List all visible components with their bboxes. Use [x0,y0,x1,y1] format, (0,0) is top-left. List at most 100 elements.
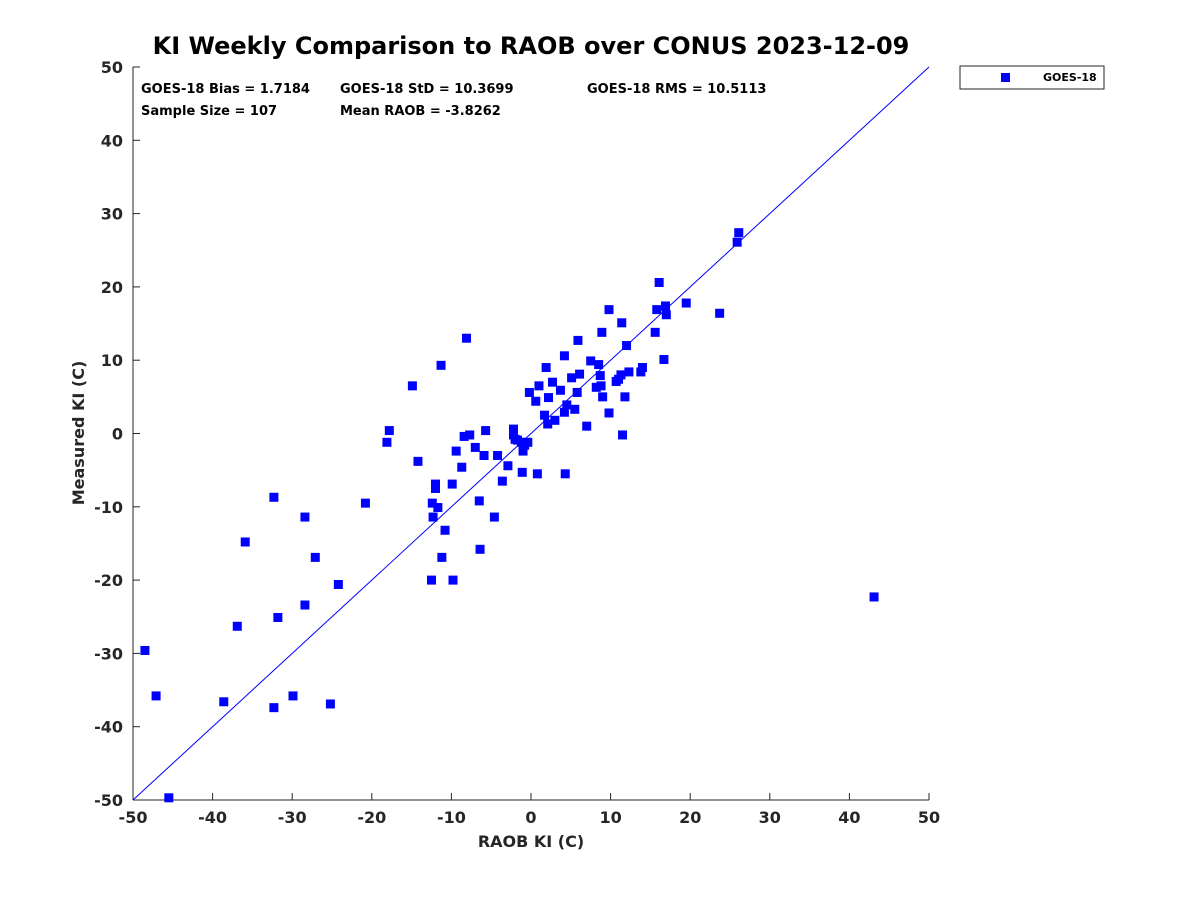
x-tick-label: -50 [119,808,148,827]
data-point [451,446,461,456]
data-point [732,237,742,247]
data-point [474,496,484,506]
data-point [654,278,664,288]
y-tick-label: -10 [94,498,123,517]
data-point [650,327,660,337]
data-point [534,381,544,391]
data-point [575,369,585,379]
data-point [543,419,553,429]
data-point [661,301,671,311]
legend-box [959,65,1105,90]
data-point [617,318,627,328]
y-tick-label: -20 [94,571,123,590]
x-tick-label: 0 [525,808,536,827]
y-axis-label: Measured KI (C) [69,361,88,506]
data-point [518,446,528,456]
data-point [475,544,485,554]
data-point [269,703,279,713]
data-point [540,410,550,420]
data-point [652,305,662,315]
data-point [573,335,583,345]
data-point [555,385,565,395]
data-point [240,537,250,547]
y-tick-label: -30 [94,644,123,663]
data-point [508,424,518,434]
data-points [140,228,879,803]
y-tick-label: 50 [101,58,123,77]
data-point [140,645,150,655]
data-point [598,392,608,402]
legend-label: GOES-18 [1043,71,1097,84]
data-point [531,396,541,406]
x-ticks: -50 -40 -30 -20 -10 0 10 20 30 40 50 [119,793,940,827]
data-point [384,426,394,436]
data-point [597,327,607,337]
data-point [541,363,551,373]
x-tick-label: 10 [599,808,621,827]
data-point [360,498,370,508]
data-point [734,228,744,238]
data-point [559,351,569,361]
data-point [273,612,283,622]
data-point [594,360,604,370]
x-tick-label: -20 [357,808,386,827]
data-point [382,437,392,447]
data-point [232,621,242,631]
data-point [288,691,298,701]
stat-bias: GOES-18 Bias = 1.7184 [141,82,310,97]
data-point [333,579,343,589]
data-point [715,308,725,318]
data-point [479,450,489,460]
data-point [465,430,475,440]
data-point [547,377,557,387]
data-point [681,298,691,308]
x-tick-label: 40 [838,808,860,827]
data-point [497,476,507,486]
data-point [869,592,879,602]
legend-marker [1001,73,1010,82]
x-axis-label: RAOB KI (C) [478,832,584,851]
x-tick-label: 50 [918,808,940,827]
stat-mean-raob: Mean RAOB = -3.8262 [340,104,501,119]
data-point [440,525,450,535]
data-point [310,552,320,562]
data-point [517,467,527,477]
data-point [407,381,417,391]
data-point [481,426,491,436]
data-point [637,363,647,373]
data-point [622,341,632,351]
data-point [428,512,438,522]
one-to-one-reference-line [132,66,930,801]
data-point [300,512,310,522]
data-point [489,512,499,522]
data-point [325,699,335,709]
data-point [560,469,570,479]
data-point [620,392,630,402]
data-point [493,450,503,460]
data-point [604,408,614,418]
data-point [544,393,554,403]
data-point [618,430,628,440]
data-point [151,691,161,701]
data-point [570,404,580,414]
data-point [586,356,596,366]
data-point [219,697,229,707]
stat-sample-size: Sample Size = 107 [141,104,277,119]
data-point [595,371,605,381]
data-point [659,354,669,364]
data-point [427,575,436,585]
data-point [616,370,626,380]
y-tick-label: -40 [94,718,123,737]
data-point [457,462,467,472]
legend: GOES-18 [959,65,1105,90]
data-point [532,469,542,479]
data-point [430,479,440,489]
data-point [437,552,447,562]
data-point [413,456,423,466]
y-tick-label: 40 [101,131,123,150]
data-point [300,600,310,610]
data-point [604,305,614,315]
x-tick-label: -40 [198,808,227,827]
data-point [436,360,446,370]
